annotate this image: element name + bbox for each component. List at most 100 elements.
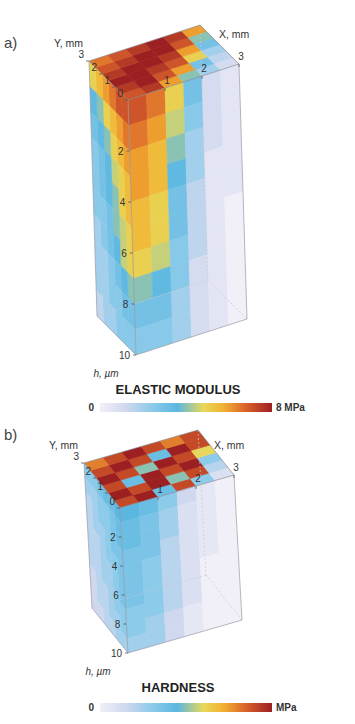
panel-label: a) bbox=[4, 34, 17, 51]
volume-cells bbox=[84, 430, 242, 653]
box-frame bbox=[84, 430, 242, 653]
tick bbox=[93, 478, 96, 479]
volume-cells bbox=[89, 25, 247, 355]
tick bbox=[234, 475, 235, 478]
box-edge bbox=[97, 316, 136, 355]
cell bbox=[116, 310, 123, 342]
tick bbox=[128, 202, 131, 203]
colorbar-label: 0 bbox=[88, 702, 94, 713]
tick-label: 2 bbox=[118, 146, 124, 157]
cell bbox=[165, 622, 185, 642]
axis-label: Y, mm bbox=[49, 439, 78, 451]
tick-label: 6 bbox=[121, 248, 127, 259]
colorbar-label: 8 MPa bbox=[276, 402, 305, 413]
box-edge bbox=[136, 319, 247, 355]
tick bbox=[112, 87, 115, 88]
cell bbox=[127, 633, 147, 653]
tick-label: 3 bbox=[238, 51, 244, 62]
box-edge bbox=[234, 475, 242, 620]
tick bbox=[165, 88, 166, 91]
cell bbox=[103, 609, 110, 631]
tick-label: 1 bbox=[157, 484, 163, 495]
box-edge bbox=[92, 575, 206, 608]
tick-label: 2 bbox=[91, 62, 97, 73]
tick-label: 4 bbox=[120, 197, 126, 208]
colorbar: 0MPa bbox=[88, 702, 297, 713]
axis-label: h, µm bbox=[93, 368, 118, 379]
tick bbox=[125, 653, 128, 654]
tick bbox=[120, 566, 123, 567]
tick-label: 0 bbox=[117, 88, 123, 99]
tick bbox=[202, 76, 203, 79]
tick bbox=[127, 151, 130, 152]
panel-label: b) bbox=[4, 426, 17, 443]
box-edge bbox=[198, 430, 206, 575]
tick-label: 6 bbox=[113, 590, 119, 601]
tick-label: 1 bbox=[104, 75, 110, 86]
tick bbox=[123, 624, 126, 625]
labels: 1230123246810Y, mmX, mmh, µm bbox=[54, 28, 250, 379]
tick-label: 2 bbox=[201, 63, 207, 74]
cell bbox=[96, 291, 103, 323]
box-edge bbox=[89, 25, 239, 100]
cell bbox=[110, 522, 117, 544]
box-edge bbox=[84, 463, 92, 608]
cell bbox=[114, 609, 121, 631]
figure: 1230123246810Y, mmX, mmh, µma)ELASTIC MO… bbox=[0, 0, 355, 724]
tick-label: 3 bbox=[233, 462, 239, 473]
tick bbox=[122, 595, 125, 596]
axis-label: Y, mm bbox=[54, 37, 83, 49]
tick bbox=[117, 508, 120, 509]
tick-label: 2 bbox=[110, 532, 116, 543]
cell bbox=[184, 617, 204, 637]
tick-label: 0 bbox=[109, 496, 115, 507]
cell bbox=[222, 606, 242, 626]
tick bbox=[81, 463, 84, 464]
colorbar-strip bbox=[100, 703, 272, 712]
cell bbox=[97, 601, 104, 623]
tick-label: 1 bbox=[97, 481, 103, 492]
box-edge bbox=[120, 508, 128, 653]
cell bbox=[111, 551, 118, 573]
tick bbox=[105, 493, 108, 494]
tick-label: 2 bbox=[85, 466, 91, 477]
cell bbox=[203, 611, 223, 631]
tick bbox=[86, 61, 89, 62]
box-edge bbox=[206, 575, 242, 620]
axis-label: h, µm bbox=[85, 666, 110, 677]
box-edge bbox=[89, 61, 97, 316]
panel: 1230123246810Y, mmX, mmh, µmb)HARDNESS0M… bbox=[4, 426, 297, 713]
tick-label: 2 bbox=[195, 473, 201, 484]
labels: 1230123246810Y, mmX, mmh, µm bbox=[49, 439, 245, 677]
axis-label: X, mm bbox=[214, 439, 245, 451]
cell bbox=[146, 628, 166, 648]
tick bbox=[158, 497, 159, 500]
tick bbox=[130, 253, 133, 254]
axis-label: X, mm bbox=[219, 28, 250, 40]
cell bbox=[113, 580, 120, 602]
tick bbox=[99, 74, 102, 75]
box-edge bbox=[128, 100, 136, 355]
title: HARDNESS bbox=[142, 680, 215, 695]
tick bbox=[133, 355, 136, 356]
cell bbox=[91, 594, 98, 616]
colorbar-strip bbox=[100, 403, 272, 412]
tick-label: 8 bbox=[123, 299, 129, 310]
tick-label: 10 bbox=[111, 648, 123, 659]
box-edge bbox=[200, 25, 208, 280]
tick-label: 8 bbox=[115, 619, 121, 630]
tick-label: 3 bbox=[73, 451, 79, 462]
tick bbox=[119, 537, 122, 538]
tick-label: 4 bbox=[112, 561, 118, 572]
box-edge bbox=[92, 608, 128, 653]
cell bbox=[109, 304, 116, 336]
tick-label: 3 bbox=[78, 49, 84, 60]
cell bbox=[122, 317, 129, 349]
tick bbox=[239, 64, 240, 67]
colorbar: 0 8 MPa bbox=[88, 402, 305, 413]
tick bbox=[196, 486, 197, 489]
tick-label: 1 bbox=[164, 75, 170, 86]
box-edge bbox=[239, 64, 247, 319]
box-edge bbox=[84, 430, 234, 508]
colorbar-label: 0 bbox=[88, 402, 94, 413]
